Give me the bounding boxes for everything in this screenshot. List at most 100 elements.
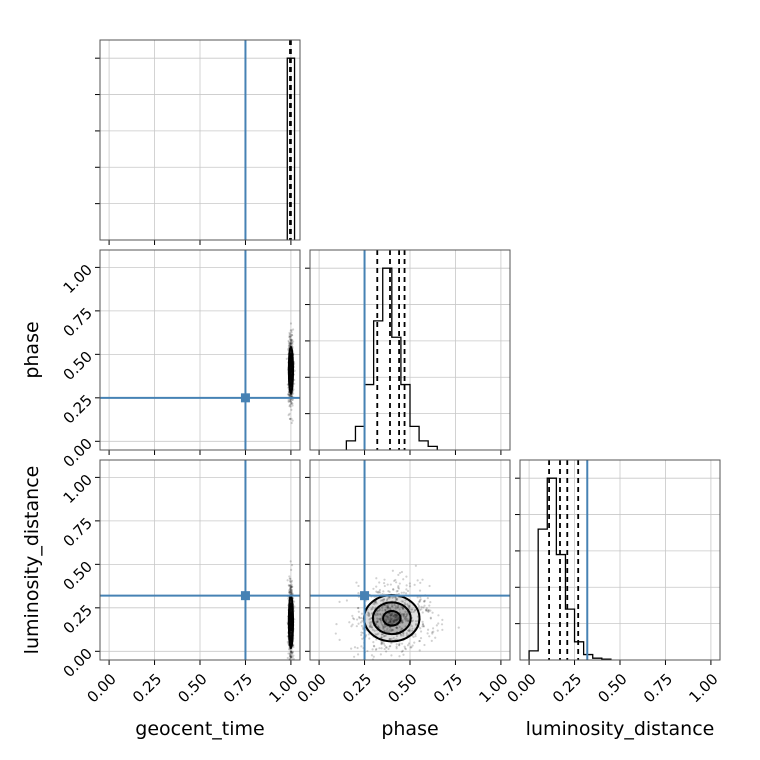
sample-point xyxy=(395,626,398,629)
sample-point xyxy=(400,642,404,645)
sample-point xyxy=(289,402,293,406)
sample-point xyxy=(291,398,294,401)
sample-point xyxy=(389,614,392,617)
sample-point xyxy=(288,412,291,415)
sample-point xyxy=(357,592,360,595)
sample-point xyxy=(385,650,388,653)
sample-point xyxy=(355,581,358,584)
sample-point xyxy=(293,382,296,385)
sample-point xyxy=(385,604,389,607)
sample-point xyxy=(416,596,419,599)
sample-point xyxy=(380,640,383,643)
sample-point xyxy=(400,591,403,594)
sample-point xyxy=(423,643,426,647)
sample-point xyxy=(427,609,430,613)
sample-point xyxy=(395,638,398,641)
sample-point xyxy=(403,645,406,648)
sample-point xyxy=(394,615,397,618)
y-tick-label: 0.25 xyxy=(60,601,96,637)
sample-point xyxy=(391,596,394,600)
sample-point xyxy=(287,393,291,396)
sample-point xyxy=(417,603,420,606)
sample-point xyxy=(288,417,292,420)
sample-point xyxy=(289,617,292,620)
sample-point xyxy=(385,629,388,632)
sample-point xyxy=(289,655,292,659)
sample-point xyxy=(421,611,424,614)
sample-point xyxy=(390,619,393,622)
sample-point xyxy=(357,622,360,625)
sample-point xyxy=(395,619,398,622)
sample-point xyxy=(405,584,408,587)
sample-point xyxy=(437,622,440,625)
sample-point xyxy=(375,612,378,615)
sample-point xyxy=(380,633,384,636)
sample-point xyxy=(286,656,289,660)
sample-point xyxy=(289,333,292,336)
sample-point xyxy=(379,599,382,602)
sample-point xyxy=(380,621,383,624)
sample-point xyxy=(386,606,390,609)
sample-point xyxy=(384,634,387,637)
sample-point xyxy=(289,620,293,623)
panel-frame xyxy=(99,39,301,241)
sample-point xyxy=(360,631,363,634)
y-tick-label: 0.00 xyxy=(60,645,96,681)
sample-point xyxy=(388,637,391,641)
sample-point xyxy=(401,600,405,603)
sample-point xyxy=(289,417,292,421)
sample-point xyxy=(387,621,390,625)
sample-point xyxy=(358,617,361,620)
sample-point xyxy=(368,618,371,621)
sample-point xyxy=(400,600,403,603)
sample-point xyxy=(290,581,293,584)
sample-point xyxy=(285,357,288,360)
sample-point xyxy=(348,621,351,624)
sample-point xyxy=(288,338,291,341)
sample-point xyxy=(376,620,379,624)
sample-point xyxy=(290,655,293,658)
sample-point xyxy=(291,419,294,422)
x-tick-label: 0.00 xyxy=(83,670,119,706)
sample-point xyxy=(287,400,290,403)
sample-point xyxy=(287,584,290,587)
sample-point xyxy=(290,408,293,411)
x-tick-label: 0.75 xyxy=(430,670,466,706)
injection-marker xyxy=(360,591,370,601)
sample-point xyxy=(289,620,292,623)
sample-point xyxy=(289,623,292,626)
sample-point xyxy=(374,601,377,604)
sample-point xyxy=(288,590,291,594)
sample-point xyxy=(289,620,292,624)
sample-point xyxy=(291,398,294,401)
sample-point xyxy=(398,655,401,658)
sample-point xyxy=(383,584,386,588)
sample-point xyxy=(394,596,397,599)
sample-point xyxy=(375,602,378,605)
sample-point xyxy=(289,339,293,342)
sample-point xyxy=(434,636,437,639)
sample-point xyxy=(396,615,399,618)
sample-point xyxy=(406,604,409,607)
sample-point xyxy=(421,623,424,626)
sample-point xyxy=(289,622,292,625)
sample-point xyxy=(408,585,412,588)
sample-point xyxy=(435,624,438,627)
sample-point xyxy=(290,620,293,623)
sample-point xyxy=(288,393,291,396)
sample-point xyxy=(290,620,293,623)
sample-point xyxy=(381,606,384,610)
sample-point xyxy=(401,628,404,631)
sample-point xyxy=(405,613,408,616)
sample-point xyxy=(395,626,398,629)
sample-point xyxy=(351,617,355,620)
sample-point xyxy=(289,589,293,592)
sample-point xyxy=(290,650,293,653)
sample-point xyxy=(370,626,373,629)
sample-point xyxy=(407,629,410,632)
sample-point xyxy=(395,613,398,617)
sample-point xyxy=(289,623,293,626)
sample-point xyxy=(386,616,389,619)
sample-point xyxy=(390,642,393,645)
